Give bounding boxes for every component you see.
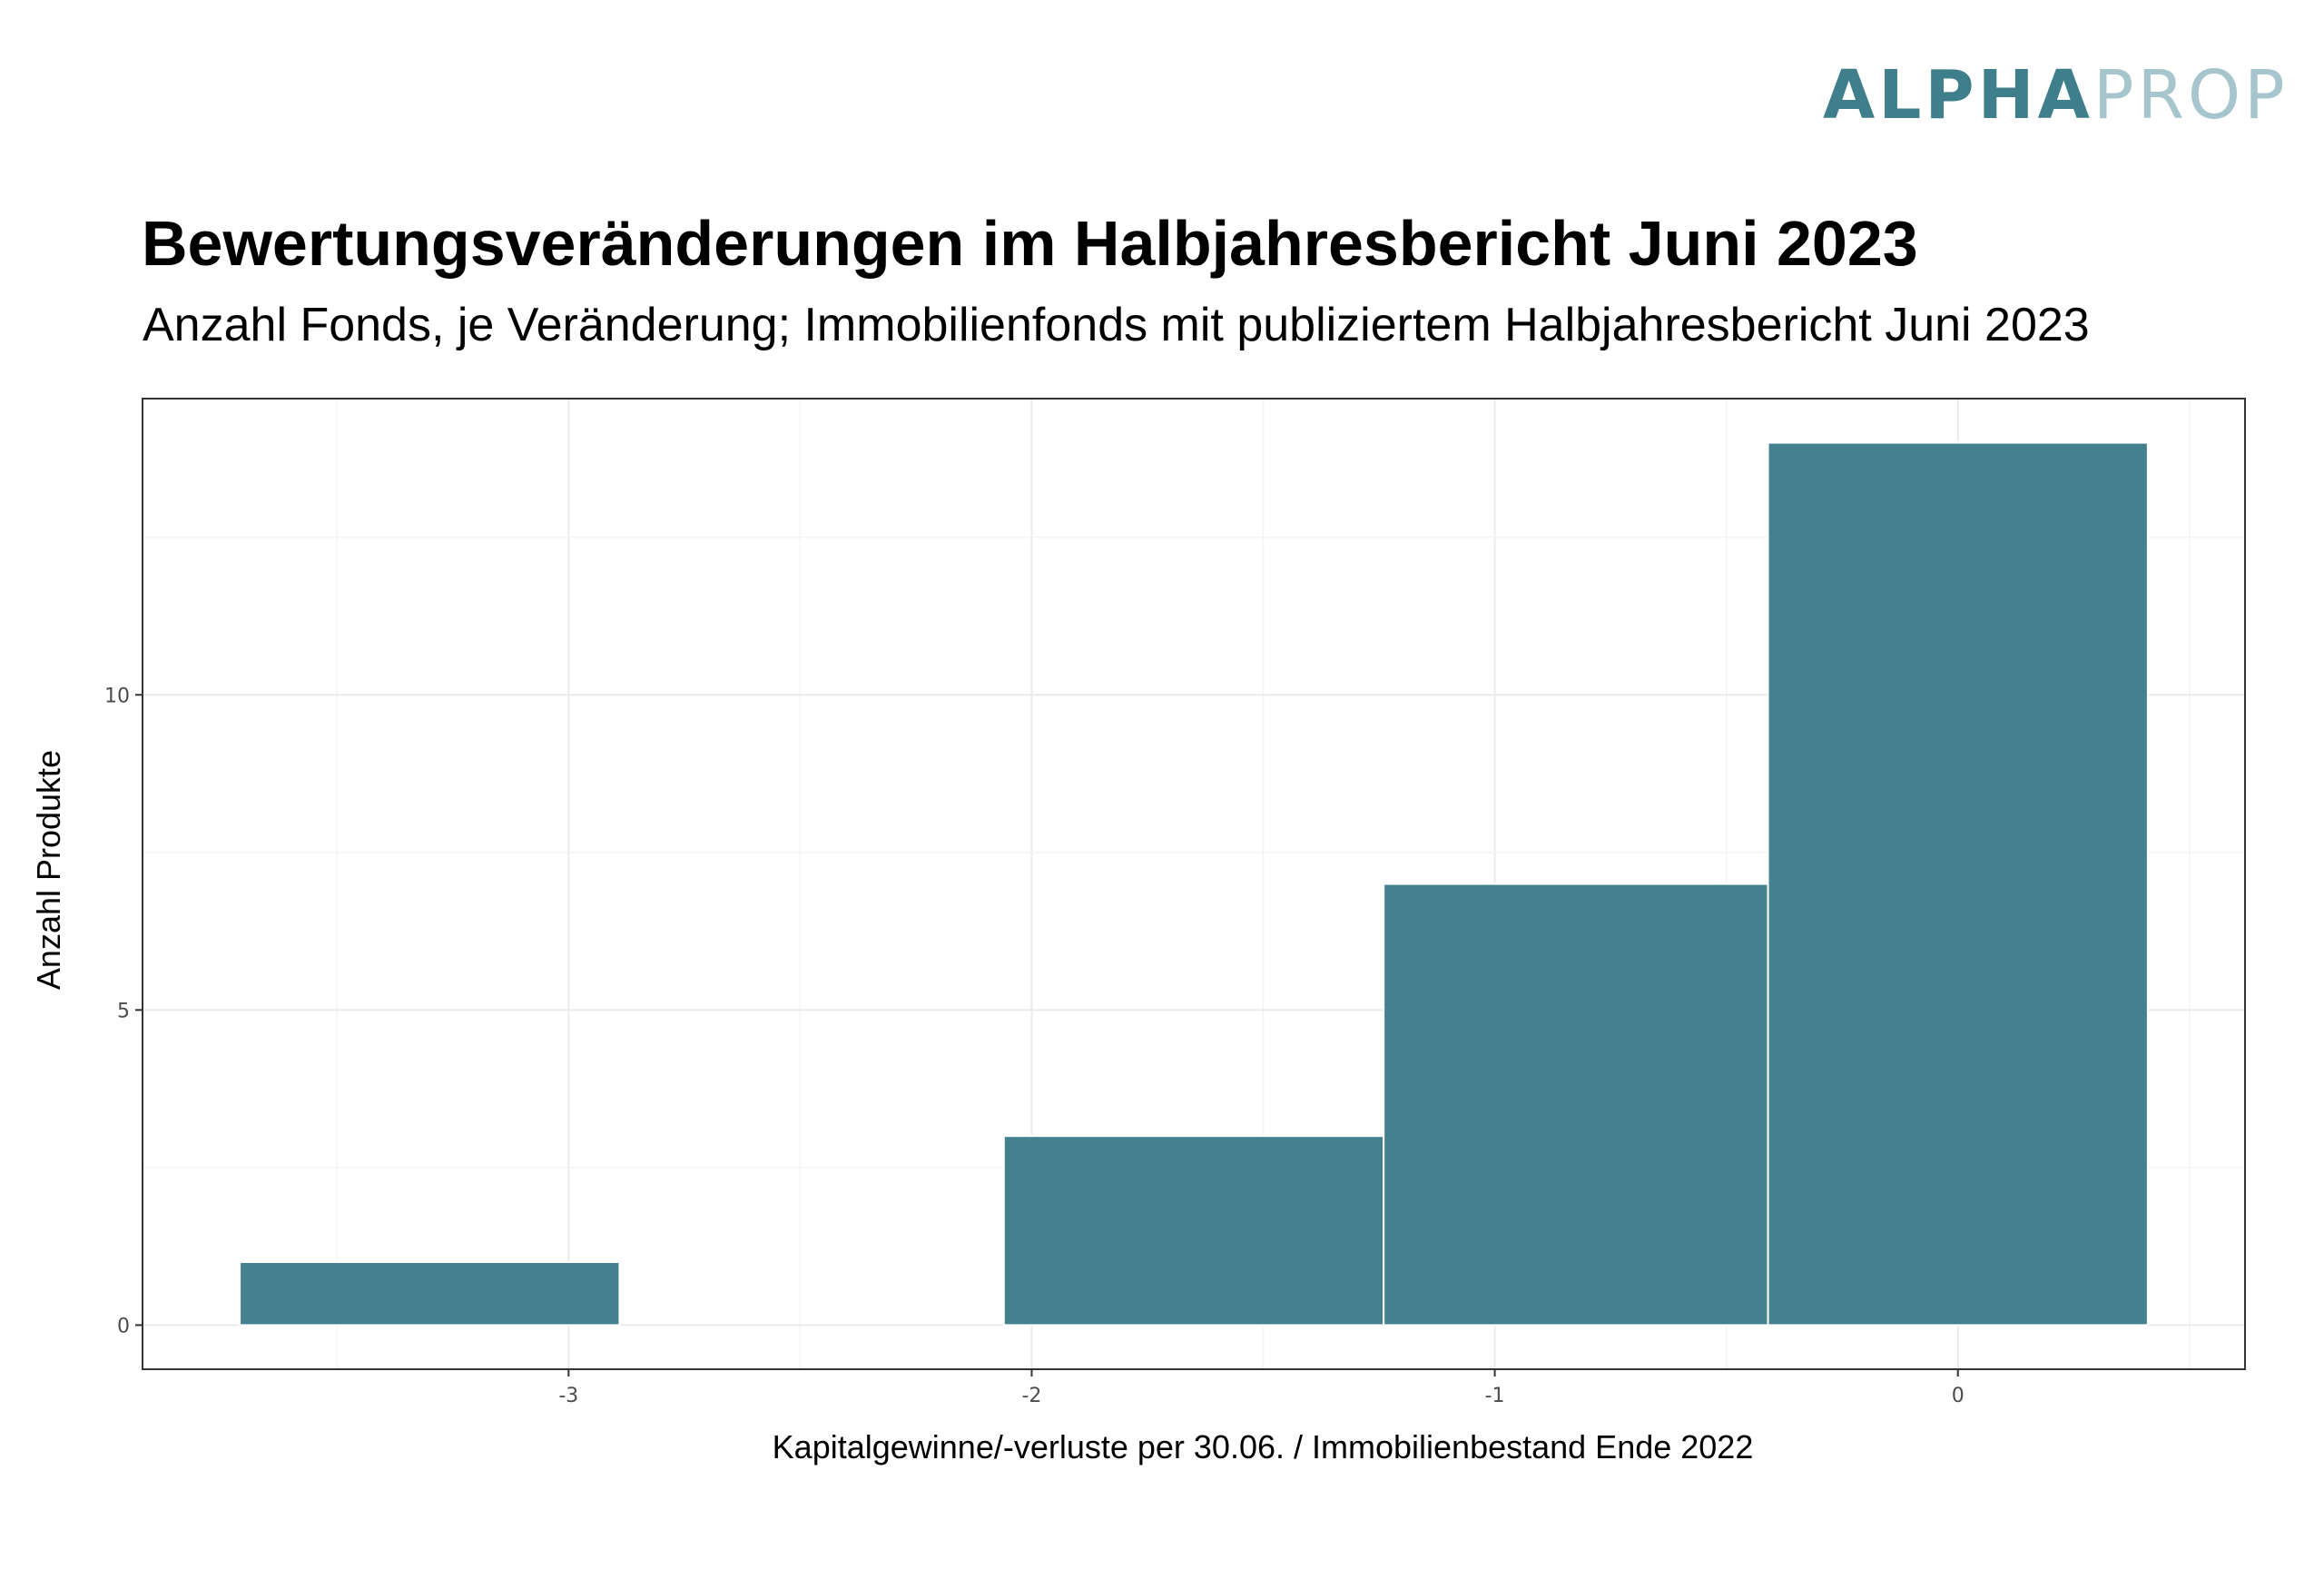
histogram-bar (239, 1260, 621, 1327)
chart-title: Bewertungsveränderungen im Halbjahresber… (142, 208, 1918, 279)
y-tick-label: 5 (117, 1000, 130, 1022)
x-tick-label: -1 (1485, 1385, 1505, 1407)
x-axis-title: Kapitalgewinne/-verluste per 30.06. / Im… (773, 1428, 1754, 1465)
x-tick-label: -3 (558, 1385, 578, 1407)
logo-part-alpha: ALPHA (1823, 56, 2093, 134)
y-tick-label: 0 (117, 1315, 130, 1337)
y-axis-title: Anzahl Produkte (30, 750, 67, 990)
alphaprop-logo: ALPHAPROP (1823, 56, 2289, 134)
x-tick-label: -2 (1021, 1385, 1041, 1407)
logo-part-prop: PROP (2093, 56, 2289, 134)
histogram-bar (1002, 1135, 1385, 1327)
plot-panel-border (142, 398, 2246, 1370)
histogram-bar (1383, 883, 1769, 1327)
chart-subtitle: Anzahl Fonds, je Veränderung; Immobilien… (143, 299, 2090, 351)
axis-ticks: -3 -2 -1 0 0 5 10 (104, 685, 1965, 1407)
histogram-bar (1767, 441, 2149, 1327)
x-tick-label: 0 (1952, 1385, 1965, 1407)
bars (239, 441, 2149, 1327)
y-tick-label: 10 (104, 685, 130, 707)
